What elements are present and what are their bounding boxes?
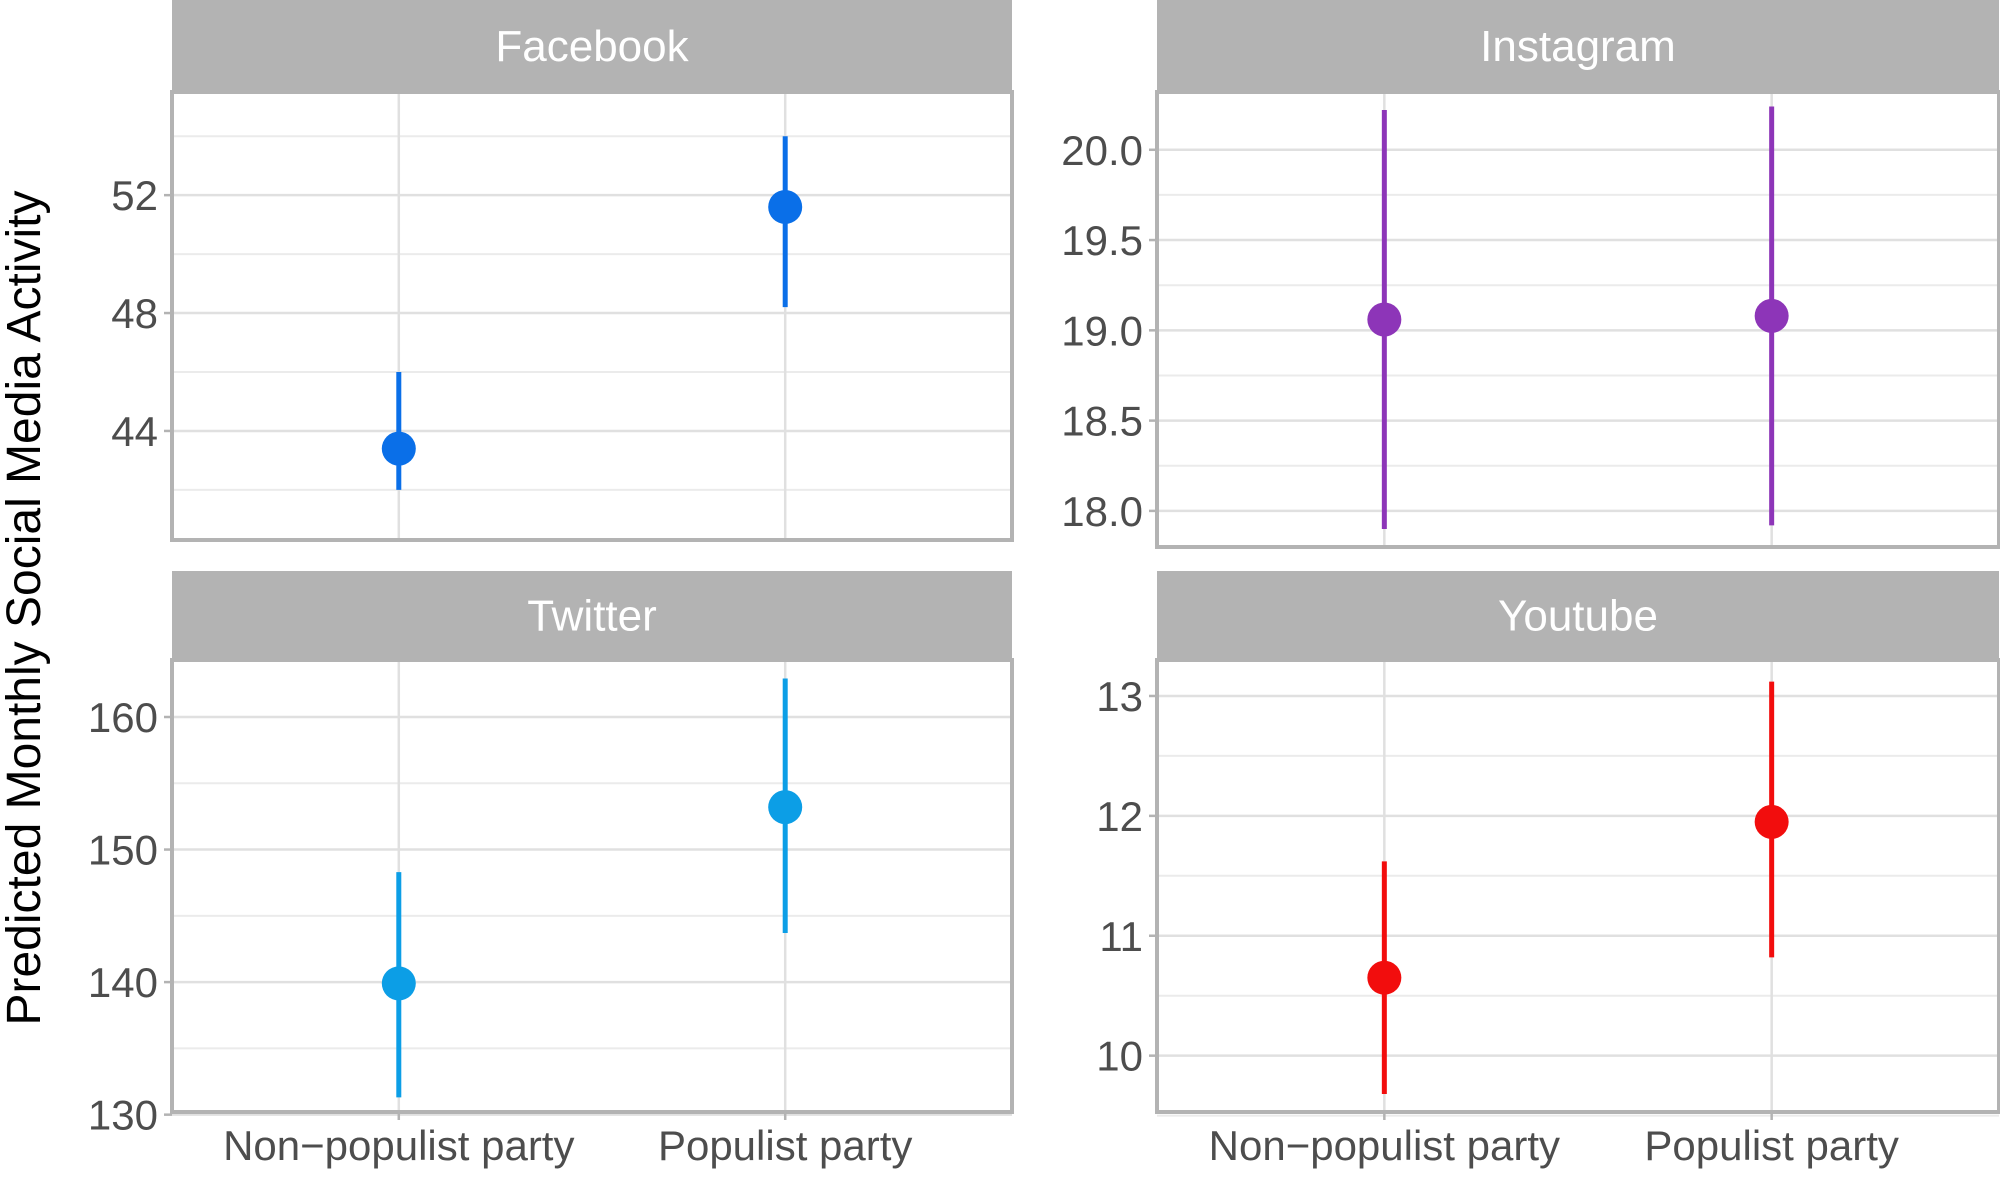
estimate-point-youtube-1 [1367,960,1402,995]
y-tick-label: 20.0 [1061,127,1143,174]
y-tick-label: 160 [88,694,158,741]
y-tick-label: 150 [88,827,158,874]
y-tick-label: 18.0 [1061,488,1143,535]
y-tick-label: 48 [111,290,158,337]
strip-label-instagram: Instagram [1480,22,1676,71]
estimate-point-twitter-2 [768,790,803,825]
x-tick-label: Non−populist party [223,1122,574,1169]
y-axis-title: Predicted Monthly Social Media Activity [0,190,51,1025]
panels: Facebook 44 48 52 Instagram 18.0 18.5 19.0 19.5 2… [88,0,2000,1169]
panel-border-twitter [170,658,1014,1114]
panel-twitter: Twitter 130 140 150 160 Non−populist party Pop… [88,571,1014,1169]
y-tick-label: 19.0 [1061,307,1143,354]
plot-area-facebook [172,92,1012,540]
y-tick-label: 13 [1096,673,1143,720]
y-tick-label: 140 [88,959,158,1006]
y-tick-label: 12 [1096,793,1143,840]
panel-instagram: Instagram 18.0 18.5 19.0 19.5 20.0 [1061,0,2000,549]
estimate-point-instagram-1 [1367,302,1402,337]
estimate-point-twitter-1 [381,966,416,1001]
panel-facebook: Facebook 44 48 52 [111,0,1014,542]
x-tick-label: Populist party [658,1122,912,1169]
y-tick-label: 18.5 [1061,398,1143,445]
strip-facebook [172,0,1012,92]
plot-area-youtube [1157,660,1999,1112]
strip-twitter [172,571,1012,660]
strip-label-twitter: Twitter [527,592,657,641]
x-tick-label: Populist party [1644,1122,1898,1169]
y-tick-label: 19.5 [1061,217,1143,264]
panel-border-youtube [1155,658,2000,1114]
y-tick-label: 130 [88,1092,158,1139]
estimate-point-facebook-1 [381,431,416,466]
strip-instagram [1157,0,1999,92]
strip-label-youtube: Youtube [1498,592,1658,641]
estimate-point-youtube-2 [1754,804,1789,839]
strip-label-facebook: Facebook [495,22,689,71]
plot-area-twitter [172,660,1012,1112]
y-tick-label: 44 [111,408,158,455]
x-tick-label: Non−populist party [1209,1122,1560,1169]
panel-youtube: Youtube 10 11 12 13 Non−populist party Populis… [1096,571,2000,1169]
strip-youtube [1157,571,1999,660]
estimate-point-facebook-2 [768,189,803,224]
panel-border-facebook [170,90,1014,542]
y-tick-label: 11 [1099,913,1143,960]
plot-area-instagram [1157,92,1999,547]
panel-border-instagram [1155,90,2000,549]
y-tick-label: 52 [111,172,158,219]
estimate-point-instagram-2 [1754,298,1789,333]
y-tick-label: 10 [1096,1033,1143,1080]
